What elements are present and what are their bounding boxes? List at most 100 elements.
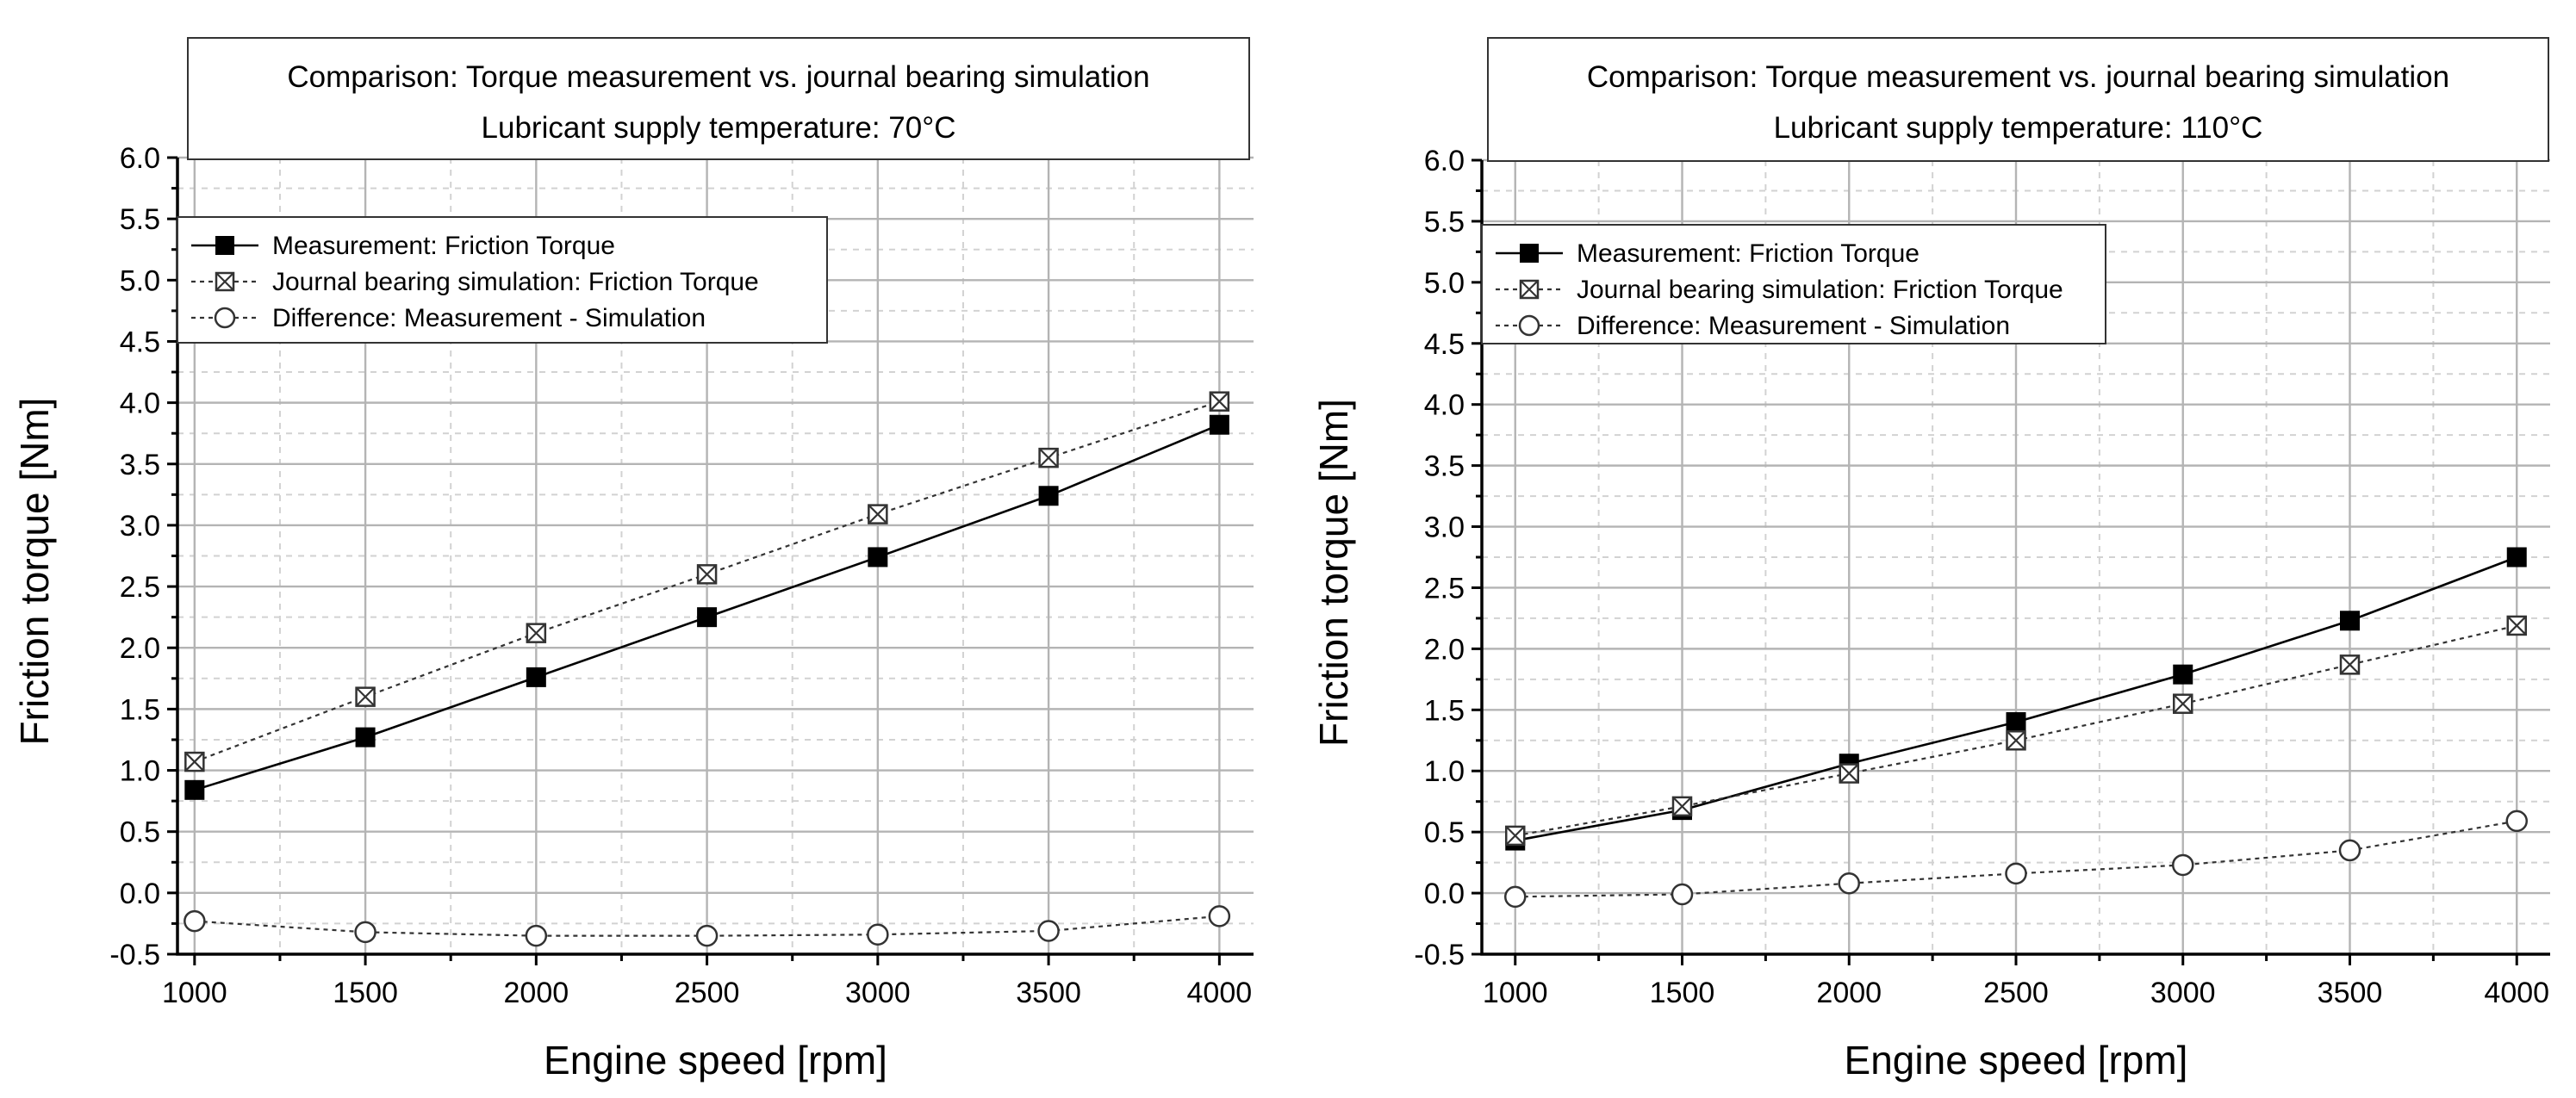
y-tick-label: 3.0 [1424,512,1465,544]
data-point [355,686,376,707]
legend-item: Measurement: Friction Torque [191,232,615,260]
y-axis-title: Friction torque [Nm] [1311,399,1356,747]
y-tick-label: 3.5 [120,449,160,481]
title-box: Comparison: Torque measurement vs. journ… [187,37,1250,160]
x-tick-label: 4000 [1187,977,1253,1009]
legend-frame [177,216,828,344]
x-tick-label: 3500 [1016,977,1081,1009]
y-tick-label: 1.0 [120,755,160,788]
data-point [2173,664,2193,685]
legend-marker [215,271,235,292]
legend-item: Journal bearing simulation: Friction Tor… [1496,276,2063,304]
data-point [525,924,548,947]
data-point [696,564,718,585]
chart-subtitle: Lubricant supply temperature: 70°C [482,111,956,145]
data-point [2505,810,2528,833]
data-point [2340,611,2360,631]
data-point [695,924,719,947]
data-point [354,921,376,944]
legend-item: Journal bearing simulation: Friction Tor… [191,268,759,296]
data-point [184,779,205,800]
data-point [2006,711,2026,732]
y-tick-label: 2.0 [120,632,160,665]
y-tick-label: -0.5 [1414,939,1465,971]
x-tick-label: 3000 [845,977,911,1009]
y-tick-label: 0.0 [120,878,160,910]
y-tick-label: 0.5 [120,816,160,849]
x-tick-label: 1500 [333,977,398,1009]
legend-item: Difference: Measurement - Simulation [191,304,706,332]
y-tick-label: 1.0 [1424,755,1465,788]
data-point [1504,885,1527,909]
data-point [1038,447,1059,468]
data-point [2172,853,2194,877]
chart-subtitle: Lubricant supply temperature: 110°C [1774,111,2263,145]
y-tick-label: 2.5 [1424,572,1465,605]
data-point [526,667,546,687]
data-point [867,923,889,946]
data-point [1037,920,1060,942]
title-box-frame [187,37,1250,160]
legend-marker [215,236,234,255]
data-point [1505,825,1526,847]
y-tick-label: 5.5 [1424,206,1465,239]
y-tick-label: 1.5 [120,693,160,726]
y-tick-label: 6.0 [1424,145,1465,177]
data-point [184,751,205,772]
data-point [1209,414,1229,435]
data-point [868,504,888,524]
y-tick-label: 3.0 [120,510,160,543]
legend: Measurement: Friction Torque Journal bear… [177,216,828,344]
legend-label: Difference: Measurement - Simulation [272,304,706,332]
x-tick-label: 2500 [675,977,740,1009]
series-3 [184,905,1231,947]
y-tick-label: 6.0 [120,142,160,175]
legend: Measurement: Friction Torque Journal bear… [1481,224,2106,344]
chart-panel-2: -0.5 0.0 0.5 1.0 1.5 2.0 2.5 3.0 3.5 4.0 4.5 5.0 5.5… [1311,37,2550,1082]
y-tick-label: 3.5 [1424,450,1465,483]
y-tick-label: -0.5 [109,939,160,971]
x-tick-label: 2500 [1983,977,2049,1009]
title-box-frame [1487,37,2549,162]
chart-title: Comparison: Torque measurement vs. journ… [287,60,1149,94]
x-tick-label: 3500 [2318,977,2383,1009]
chart-panel-1: -0.5 0.0 0.5 1.0 1.5 2.0 2.5 3.0 3.5 4.0 4.5 5.0 5.5… [12,37,1254,1082]
x-tick-label: 3000 [2150,977,2216,1009]
data-point [2506,615,2527,636]
data-point [2005,862,2027,885]
y-tick-label: 4.0 [1424,389,1465,422]
data-point [868,547,888,568]
y-axis-title: Friction torque [Nm] [12,398,57,746]
series-2 [1505,615,2527,847]
x-tick-label: 4000 [2484,977,2549,1009]
y-tick-label: 5.0 [120,264,160,297]
series-3 [1504,810,2528,909]
y-tick-label: 4.5 [1424,328,1465,361]
data-point [2338,839,2361,862]
legend-label: Journal bearing simulation: Friction Tor… [1577,276,2063,304]
x-axis-title: Engine speed [rpm] [544,1038,887,1082]
data-point [1038,486,1059,506]
legend-frame [1481,224,2106,344]
series-1 [184,414,1229,800]
data-point [1838,872,1860,895]
legend-label: Journal bearing simulation: Friction Tor… [272,268,759,296]
legend-label: Measurement: Friction Torque [1577,239,1920,268]
legend-marker [1518,314,1540,337]
y-tick-label: 5.0 [1424,267,1465,300]
legend-label: Measurement: Friction Torque [272,232,615,260]
legend-label: Difference: Measurement - Simulation [1577,312,2010,340]
data-point [355,727,376,748]
chart-title: Comparison: Torque measurement vs. journ… [1587,60,2449,94]
x-tick-label: 1000 [1483,977,1548,1009]
data-point [2173,693,2193,714]
y-tick-label: 0.0 [1424,878,1465,910]
y-tick-label: 4.0 [120,388,160,420]
data-point [2006,730,2026,751]
y-tick-label: 0.5 [1424,816,1465,849]
data-point [1208,905,1231,927]
data-point [1671,796,1693,817]
y-tick-label: 4.5 [120,326,160,358]
legend-marker [1520,244,1539,263]
